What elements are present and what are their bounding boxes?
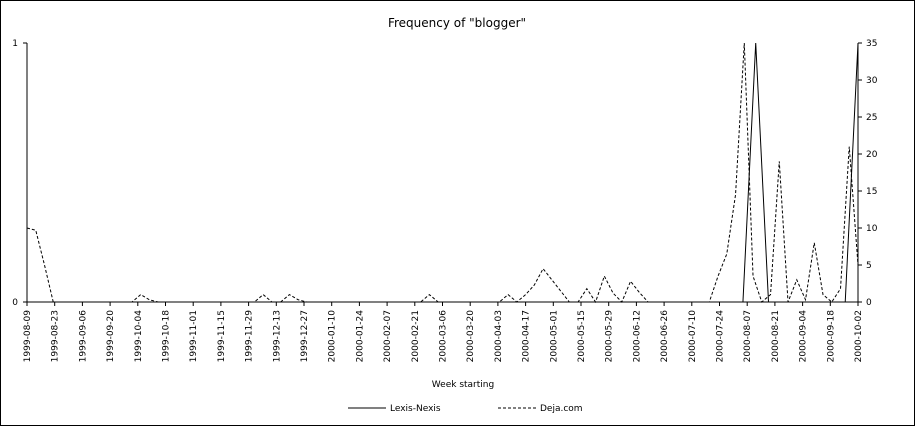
x-tick-label: 1999-11-29 (245, 310, 255, 363)
x-tick-label: 1999-08-23 (51, 310, 61, 362)
x-axis-label: Week starting (432, 380, 494, 390)
right-y-tick-label: 20 (866, 150, 878, 160)
x-tick-label: 2000-07-10 (688, 310, 698, 363)
right-y-tick-label: 5 (866, 261, 872, 271)
legend-label: Lexis-Nexis (390, 404, 441, 414)
x-tick-label: 1999-11-01 (189, 310, 199, 362)
x-tick-label: 2000-02-21 (411, 310, 421, 362)
series-line-deja-com (26, 42, 859, 304)
x-tick-label: 2000-02-07 (383, 310, 393, 362)
x-tick-label: 2000-04-03 (494, 310, 504, 362)
x-tick-label: 2000-06-12 (632, 310, 642, 362)
x-tick-label: 1999-09-06 (78, 310, 88, 363)
legend-label: Deja.com (540, 404, 583, 414)
x-tick-label: 1999-09-20 (106, 310, 116, 363)
chart-title: Frequency of "blogger" (388, 16, 526, 30)
x-tick-label: 2000-07-24 (716, 310, 726, 363)
x-tick-label: 2000-01-24 (355, 310, 365, 363)
x-tick-label: 1999-12-27 (300, 310, 310, 362)
right-y-tick-label: 10 (866, 224, 878, 234)
x-tick-label: 2000-05-29 (605, 310, 615, 363)
x-tick-label: 2000-03-20 (466, 310, 476, 363)
x-tick-label: 2000-08-07 (743, 310, 753, 362)
x-tick-label: 2000-05-01 (549, 310, 559, 362)
x-tick-label: 2000-05-15 (577, 310, 587, 362)
x-tick-label: 2000-08-21 (771, 310, 781, 362)
right-y-tick-label: 30 (866, 76, 878, 86)
right-y-tick-label: 0 (866, 298, 872, 308)
x-tick-label: 2000-09-18 (826, 310, 836, 363)
right-y-tick-label: 15 (866, 187, 877, 197)
x-tick-label: 1999-10-18 (162, 310, 172, 363)
series-line-lexis-nexis (27, 42, 859, 303)
right-y-tick-label: 35 (866, 39, 877, 49)
x-tick-label: 2000-10-02 (854, 310, 864, 362)
legend: Lexis-Nexis Deja.com (348, 404, 583, 414)
left-y-tick-label: 0 (12, 298, 18, 308)
left-y-tick-label: 1 (12, 39, 18, 49)
x-tick-label: 2000-04-17 (522, 310, 532, 362)
x-tick-label: 1999-10-04 (134, 310, 144, 363)
x-tick-label: 2000-09-04 (799, 310, 809, 363)
x-tick-label: 1999-12-13 (272, 310, 282, 362)
x-tick-label: 2000-06-26 (660, 310, 670, 363)
right-y-tick-label: 25 (866, 113, 877, 123)
x-tick-label: 1999-08-09 (23, 310, 33, 363)
x-tick-label: 1999-11-15 (217, 310, 227, 362)
x-tick-label: 2000-03-06 (439, 310, 449, 363)
x-tick-label: 2000-01-10 (328, 310, 338, 363)
